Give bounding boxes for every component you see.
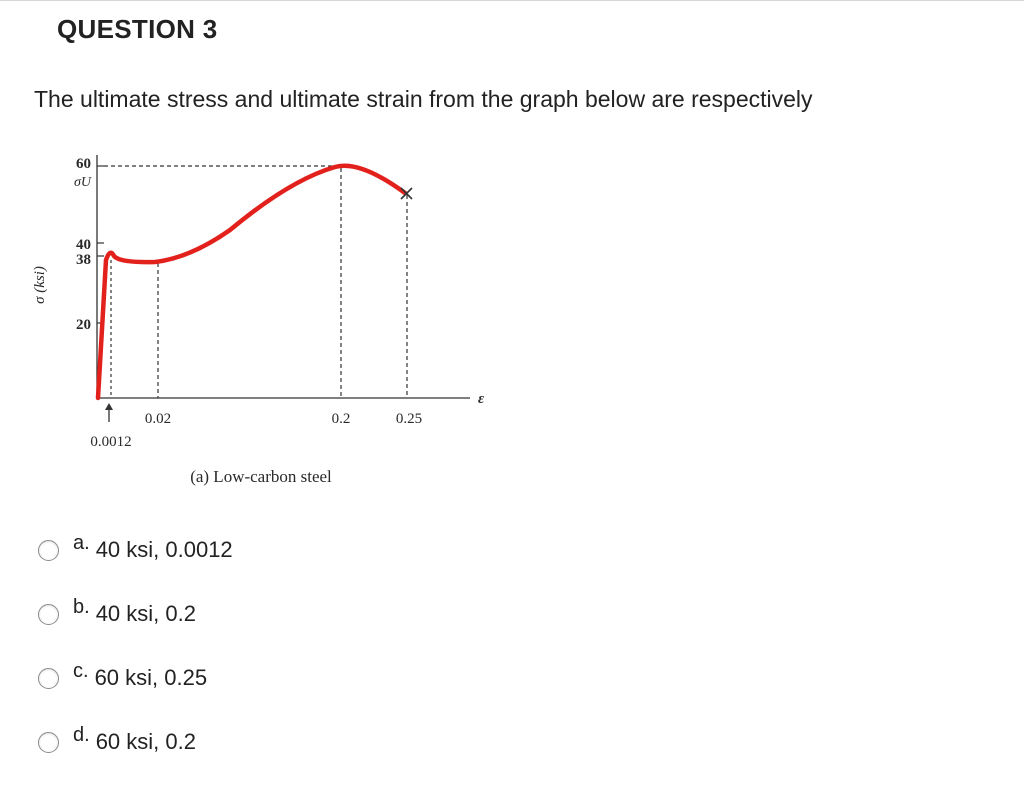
question-title: QUESTION 3: [57, 14, 218, 44]
radio-b[interactable]: [38, 603, 59, 625]
x-strain-label-00012: 0.0012: [90, 434, 131, 450]
option-d-text: 60 ksi, 0.2: [95, 729, 196, 754]
option-b-letter: b.: [73, 595, 90, 618]
option-d[interactable]: d. 60 ksi, 0.2: [38, 722, 438, 762]
y-axis-label: σ (ksi): [32, 266, 48, 304]
y-tick-label-40: 40: [76, 237, 91, 253]
option-b[interactable]: b. 40 ksi, 0.2: [38, 594, 438, 634]
option-c-letter: c.: [73, 659, 89, 682]
option-a-letter: a.: [73, 531, 90, 554]
question-text: The ultimate stress and ultimate strain …: [34, 86, 813, 112]
yield-strain-arrowhead: [105, 403, 113, 410]
y-sigma-label: σU: [74, 175, 92, 190]
option-c[interactable]: c. 60 ksi, 0.25: [38, 658, 438, 698]
y-tick-label-20: 20: [76, 317, 91, 333]
option-d-letter: d.: [73, 723, 90, 746]
x-tick-label-002: 0.02: [145, 411, 171, 427]
option-a-text: 40 ksi, 0.0012: [95, 537, 233, 562]
radio-c[interactable]: [38, 667, 59, 689]
x-tick-label-02: 0.2: [332, 411, 351, 427]
top-divider: [0, 0, 1024, 1]
y-tick-label-60: 60: [76, 156, 91, 172]
option-a[interactable]: a. 40 ksi, 0.0012: [38, 530, 438, 570]
stress-strain-curve: [95, 163, 408, 401]
radio-d[interactable]: [38, 731, 59, 753]
radio-a[interactable]: [38, 539, 59, 561]
x-axis-symbol: ε: [478, 391, 485, 407]
option-b-text: 40 ksi, 0.2: [95, 601, 196, 626]
option-c-text: 60 ksi, 0.25: [94, 665, 208, 690]
figure-caption: (a) Low-carbon steel: [190, 467, 332, 486]
y-tick-label-38: 38: [76, 252, 91, 268]
x-tick-label-025: 0.25: [396, 411, 422, 427]
fracture-mark: [400, 187, 413, 200]
